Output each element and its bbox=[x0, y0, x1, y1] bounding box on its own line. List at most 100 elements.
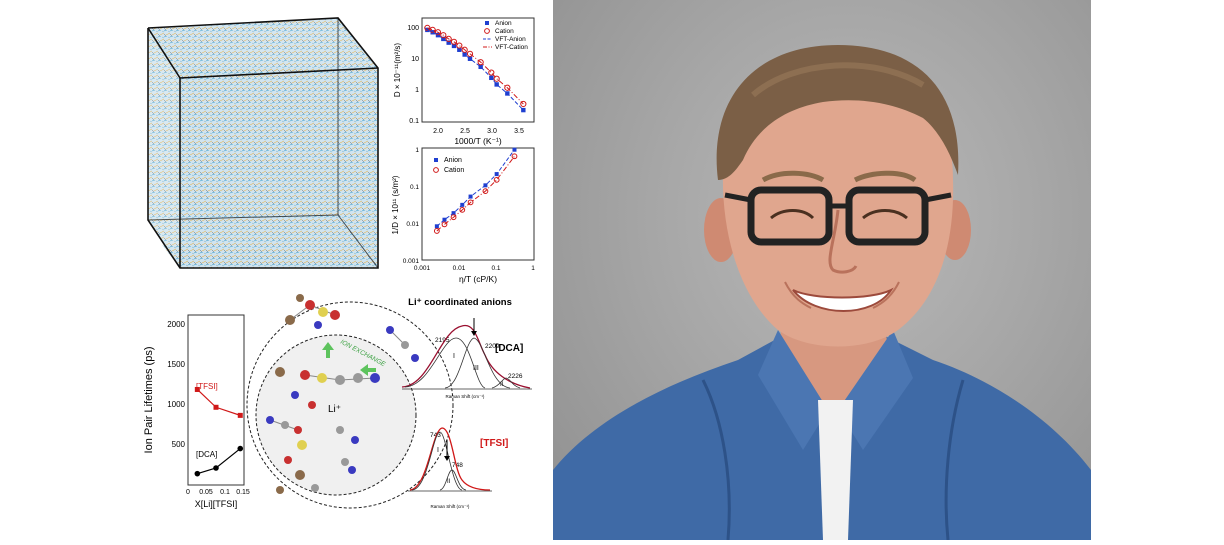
anion-point bbox=[521, 107, 526, 113]
anion-point bbox=[442, 217, 447, 222]
lifetime-ytick: 1500 bbox=[167, 360, 185, 369]
cation-point bbox=[456, 42, 463, 49]
vft-cation-line bbox=[427, 27, 524, 105]
arrow-down-icon bbox=[444, 456, 450, 461]
cation-point bbox=[440, 32, 447, 39]
portrait-illustration bbox=[553, 45, 1091, 540]
inverse-d-ytick: 0.01 bbox=[406, 221, 419, 228]
lifetime-marks bbox=[194, 386, 244, 477]
diffusion-xlabel: 1000/T (K⁻¹) bbox=[454, 136, 501, 146]
raman-peak: 743 bbox=[430, 432, 441, 439]
anion-point bbox=[494, 82, 499, 87]
cation-point bbox=[434, 29, 442, 36]
raman-xaxis-dca: Raman Shift (cm⁻¹) bbox=[446, 394, 485, 399]
simulation-box bbox=[147, 17, 379, 269]
diffusion-legend-vft-anion: VFT-Anion bbox=[495, 36, 526, 43]
cation-point bbox=[511, 153, 518, 160]
inverse-d-ytick: 0.1 bbox=[410, 184, 419, 191]
anion-fit-line bbox=[436, 149, 515, 227]
lifetime-xlabel: X[Li][TFSI] bbox=[195, 499, 238, 509]
diffusion-legend-cation: Cation bbox=[495, 28, 514, 35]
cation-point bbox=[445, 35, 452, 43]
lifetime-point bbox=[237, 445, 244, 452]
cation-point bbox=[450, 38, 458, 45]
cation-point bbox=[488, 69, 495, 76]
lifetime-xtick: 0.15 bbox=[236, 489, 250, 496]
cation-point bbox=[459, 206, 466, 213]
raman-peak: 2209 bbox=[485, 343, 500, 350]
legend-cation-marker bbox=[484, 28, 490, 34]
raman-title: Li⁺ coordinated anions bbox=[408, 297, 512, 308]
lifetime-point bbox=[213, 404, 219, 410]
cation-point bbox=[461, 46, 468, 53]
inverse-d-chart: 1/D × 10¹¹ (s/m²) η/T (cP/K) 0.001 0.01 … bbox=[391, 147, 535, 284]
cation-point bbox=[477, 59, 484, 66]
lifetime-point bbox=[237, 412, 243, 418]
lifetime-xtick: 0.1 bbox=[220, 489, 230, 496]
cation-point bbox=[450, 214, 457, 221]
diffusion-xtick: 3.5 bbox=[514, 128, 524, 135]
lifetime-xtick: 0.05 bbox=[199, 489, 213, 496]
cation-point bbox=[424, 24, 431, 31]
inverse-d-xlabel: η/T (cP/K) bbox=[459, 274, 497, 284]
diffusion-ytick: 1 bbox=[415, 87, 419, 94]
diffusion-ytick: 10 bbox=[411, 56, 419, 63]
li-label: Li⁺ bbox=[328, 404, 341, 415]
diffusion-chart: D × 10⁻¹¹(m²/s) 1000/T (K⁻¹) 2.0 2.5 3.0… bbox=[393, 17, 535, 146]
cation-point bbox=[466, 50, 474, 57]
lifetime-ytick: 1000 bbox=[167, 400, 185, 409]
cation-point bbox=[441, 221, 448, 228]
inverse-d-xtick: 0.1 bbox=[491, 265, 500, 272]
lifetime-ytick: 2000 bbox=[167, 320, 185, 329]
inverse-d-ytick: 0.001 bbox=[403, 258, 420, 265]
lifetime-label-tfsi: [TFSI] bbox=[196, 382, 218, 391]
portrait-photo bbox=[553, 0, 1091, 540]
inverse-d-marks bbox=[433, 147, 518, 234]
inverse-d-ylabel: 1/D × 10¹¹ (s/m²) bbox=[391, 175, 400, 234]
cation-point bbox=[433, 228, 440, 234]
anion-point bbox=[425, 27, 430, 33]
cation-point bbox=[482, 188, 489, 195]
lifetime-point bbox=[213, 465, 219, 471]
raman-peak: 2226 bbox=[508, 373, 523, 380]
diffusion-xtick: 2.5 bbox=[460, 128, 470, 135]
molecule-cluster bbox=[266, 294, 419, 494]
diffusion-ytick: 0.1 bbox=[409, 118, 419, 125]
inverse-d-legend-cation: Cation bbox=[444, 167, 464, 174]
inverse-d-xtick: 0.01 bbox=[453, 265, 466, 272]
raman-peak: 2195 bbox=[435, 337, 450, 344]
vft-anion-line bbox=[427, 29, 524, 111]
diffusion-ytick: 100 bbox=[407, 25, 419, 32]
lifetime-xtick: 0 bbox=[186, 489, 190, 496]
lifetime-label-dca: [DCA] bbox=[196, 450, 217, 459]
raman-peak-roman: II bbox=[500, 382, 504, 388]
diffusion-ylabel: D × 10⁻¹¹(m²/s) bbox=[393, 43, 402, 98]
science-figure-panel: D × 10⁻¹¹(m²/s) 1000/T (K⁻¹) 2.0 2.5 3.0… bbox=[140, 0, 550, 540]
raman-peak-roman: II bbox=[447, 479, 451, 485]
cation-point bbox=[504, 84, 511, 91]
raman-peak: 748 bbox=[452, 462, 463, 469]
cation-fit-line bbox=[436, 155, 515, 232]
diffusion-xtick: 3.0 bbox=[487, 128, 497, 135]
raman-peak-roman: I bbox=[437, 447, 439, 454]
lifetime-chart: Ion Pair Lifetimes (ps) X[Li][TFSI] 2000… bbox=[143, 314, 250, 509]
inverse-d-xtick: 1 bbox=[531, 265, 535, 272]
cation-point bbox=[467, 199, 474, 206]
cation-point bbox=[493, 176, 500, 183]
ion-exchange-schematic: ION EXCHANGE Li⁺ bbox=[246, 294, 454, 509]
diffusion-marks bbox=[424, 24, 527, 113]
diffusion-legend-anion: Anion bbox=[495, 20, 512, 27]
lifetime-point bbox=[194, 386, 200, 392]
legend-cation-marker bbox=[433, 167, 439, 173]
diffusion-xtick: 2.0 bbox=[433, 128, 443, 135]
exchange-arrow-icon bbox=[360, 364, 376, 376]
diffusion-legend-vft-cation: VFT-Cation bbox=[495, 44, 528, 51]
cation-point bbox=[493, 75, 500, 82]
arrow-down-icon bbox=[471, 331, 477, 336]
science-figure-svg: D × 10⁻¹¹(m²/s) 1000/T (K⁻¹) 2.0 2.5 3.0… bbox=[143, 17, 535, 509]
raman-tfsi-label: [TFSI] bbox=[480, 438, 508, 449]
lifetime-ylabel: Ion Pair Lifetimes (ps) bbox=[143, 347, 155, 454]
legend-anion-marker bbox=[434, 158, 438, 162]
inverse-d-legend-anion: Anion bbox=[444, 157, 462, 164]
raman-xaxis-tfsi: Raman Shift (cm⁻¹) bbox=[431, 504, 470, 509]
